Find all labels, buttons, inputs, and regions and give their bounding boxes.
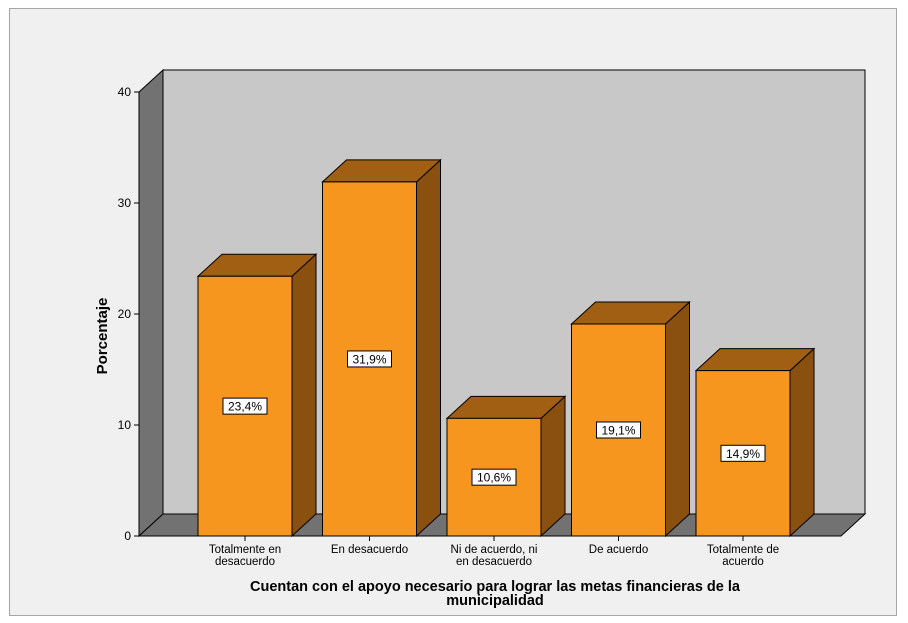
bar: 10,6% (445, 395, 567, 538)
bar-side (291, 253, 317, 538)
y-tick-label: 40 (118, 85, 132, 99)
data-label: 23,4% (228, 400, 262, 414)
data-label: 14,9% (726, 447, 760, 461)
x-tick-label: En desacuerdo (331, 544, 408, 556)
x-tick-label: Ni de acuerdo, ni (451, 544, 538, 556)
chart-frame: 0 10 20 30 40 23,4% 31,9% 10,6% 19,1% 14,9% Tota… (9, 8, 897, 616)
x-axis-title-line-2: municipalidad (446, 593, 544, 609)
y-axis-title: Porcentaje (94, 298, 111, 375)
plot-side-wall (138, 68, 164, 538)
x-tick-label: Totalmente en (209, 544, 281, 556)
data-label: 19,1% (601, 423, 635, 437)
bar-side (789, 347, 815, 538)
x-tick-label: en desacuerdo (456, 556, 532, 568)
x-tick-label: De acuerdo (589, 544, 648, 556)
y-tick-label: 30 (118, 196, 132, 210)
data-label: 10,6% (477, 471, 511, 485)
data-label-box (347, 350, 392, 368)
bars-group: 23,4% 31,9% 10,6% 19,1% 14,9% (196, 158, 816, 538)
y-tick-label: 10 (118, 418, 132, 432)
x-axis-title-line-1: Cuentan con el apoyo necesario para logr… (250, 579, 741, 595)
y-tick-label: 20 (118, 307, 132, 321)
x-tick-label: desacuerdo (215, 556, 275, 568)
data-label: 31,9% (352, 352, 386, 366)
bar: 23,4% (196, 253, 318, 538)
bar-side (665, 300, 690, 538)
bar-side (540, 395, 566, 538)
y-axis: 0 10 20 30 40 (118, 85, 140, 543)
data-label-box (471, 468, 517, 486)
bar: 19,1% (570, 300, 691, 538)
bar: 14,9% (694, 347, 816, 538)
bar: 31,9% (321, 158, 442, 538)
data-label-box (720, 444, 766, 462)
data-label-box (222, 397, 268, 415)
y-tick-label: 0 (124, 529, 131, 543)
bar-chart: 0 10 20 30 40 23,4% 31,9% 10,6% 19,1% 14,9% Tota… (94, 68, 867, 609)
bar-side (416, 158, 441, 538)
x-tick-label: Totalmente de (707, 544, 779, 556)
data-label-box (596, 421, 641, 439)
x-tick-label: acuerdo (722, 556, 764, 568)
